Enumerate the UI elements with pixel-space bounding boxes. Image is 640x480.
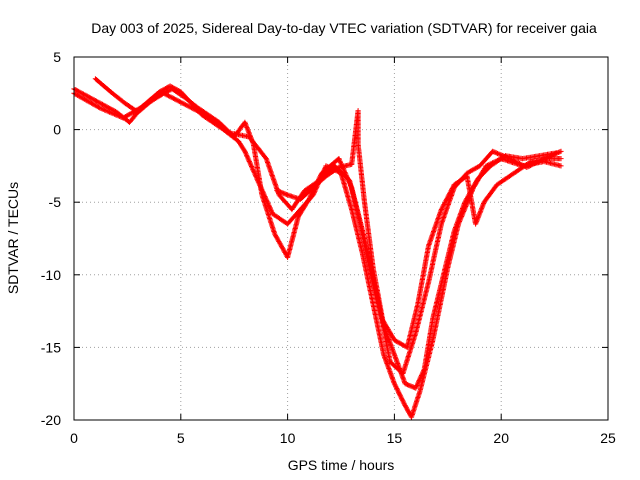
data-markers — [274, 108, 560, 391]
chart-title: Day 003 of 2025, Sidereal Day-to-day VTE… — [91, 20, 597, 36]
y-tick-label: -10 — [41, 267, 61, 283]
x-tick-label: 5 — [177, 430, 185, 446]
y-tick-label: -15 — [41, 339, 61, 355]
x-tick-label: 10 — [280, 430, 296, 446]
y-tick-label: 5 — [53, 49, 61, 65]
x-tick-label: 15 — [387, 430, 403, 446]
x-tick-label: 20 — [493, 430, 509, 446]
grid — [74, 57, 608, 420]
tick-labels: 0 5 10 15 20 25 5 0 -5 -10 -15 -20 — [41, 49, 616, 446]
plot-frame — [73, 56, 609, 421]
x-tick-label: 25 — [600, 430, 616, 446]
x-tick-label: 0 — [70, 430, 78, 446]
y-axis-label: SDTVAR / TECUs — [5, 182, 21, 294]
y-tick-label: -5 — [49, 194, 62, 210]
y-tick-label: -20 — [41, 412, 61, 428]
y-tick-label: 0 — [53, 122, 61, 138]
data-series-track-d — [274, 108, 560, 391]
x-axis-label: GPS time / hours — [288, 457, 395, 473]
